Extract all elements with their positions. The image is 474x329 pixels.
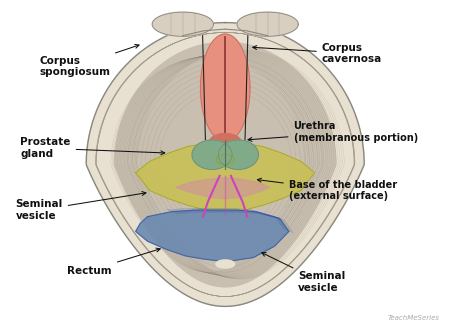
Text: Corpus
cavernosa: Corpus cavernosa (253, 43, 382, 64)
Ellipse shape (201, 34, 250, 142)
Polygon shape (136, 142, 315, 212)
Ellipse shape (192, 140, 232, 169)
Polygon shape (115, 42, 336, 287)
Text: Base of the bladder
(external surface): Base of the bladder (external surface) (257, 178, 397, 201)
Polygon shape (86, 23, 364, 306)
Ellipse shape (216, 260, 235, 268)
Text: TeachMeSeries: TeachMeSeries (388, 315, 439, 321)
Ellipse shape (237, 12, 298, 37)
Polygon shape (136, 210, 289, 261)
Ellipse shape (152, 12, 213, 37)
Polygon shape (176, 178, 270, 199)
Ellipse shape (209, 134, 242, 153)
Ellipse shape (216, 155, 234, 164)
Text: Corpus
spongiosum: Corpus spongiosum (39, 44, 139, 77)
Text: Rectum: Rectum (67, 248, 160, 275)
Text: Prostate
gland: Prostate gland (20, 138, 165, 159)
Ellipse shape (219, 140, 258, 169)
Text: Seminal
vesicle: Seminal vesicle (16, 191, 146, 221)
Text: Seminal
vesicle: Seminal vesicle (262, 253, 346, 293)
Text: Urethra
(membranous portion): Urethra (membranous portion) (248, 121, 418, 143)
